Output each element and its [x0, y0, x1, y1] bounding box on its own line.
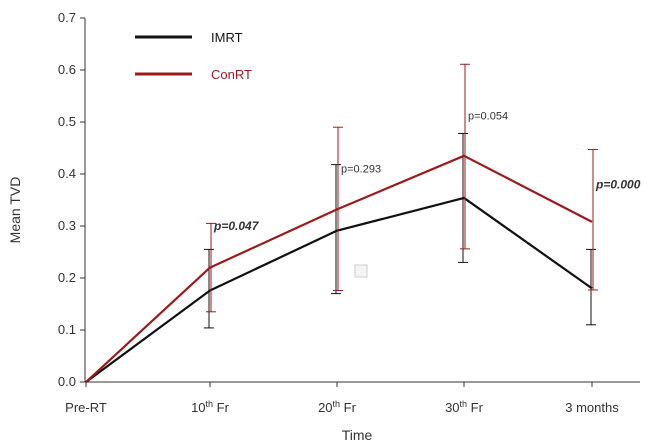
- annotation-layer: p=0.047 p=0.293 p=0.054 p=0.000: [213, 110, 641, 233]
- y-tick-label: 0.1: [58, 322, 76, 337]
- y-axis-title: Mean TVD: [7, 177, 23, 244]
- series-conrt: [85, 63, 598, 383]
- series-layer: [85, 63, 598, 383]
- y-tick-label: 0.3: [58, 218, 76, 233]
- y-tick-label: 0.6: [58, 62, 76, 77]
- x-tick-label: 20th Fr: [318, 399, 357, 415]
- x-tick-label: Pre-RT: [65, 400, 107, 415]
- x-tick-label: 30th Fr: [445, 399, 484, 415]
- legend-label-imrt: IMRT: [211, 30, 243, 45]
- y-tick-label: 0.5: [58, 114, 76, 129]
- small-icon: [354, 264, 368, 278]
- y-ticks: 0.0 0.1 0.2 0.3 0.4 0.5 0.6 0.7: [58, 10, 85, 389]
- x-tick-label: 10th Fr: [191, 399, 230, 415]
- x-ticks: Pre-RT 10th Fr 20th Fr 30th Fr 3 months: [65, 382, 619, 415]
- p-value-label: p=0.054: [468, 110, 508, 122]
- x-axis-title: Time: [342, 427, 373, 443]
- y-tick-label: 0.4: [58, 166, 76, 181]
- axes: 0.0 0.1 0.2 0.3 0.4 0.5 0.6 0.7 Pre-RT 10th Fr 20…: [58, 10, 640, 415]
- series-line-conrt: [85, 154, 593, 383]
- legend-label-conrt: ConRT: [211, 67, 252, 82]
- p-value-label: p=0.000: [595, 178, 641, 192]
- y-tick-label: 0.7: [58, 10, 76, 25]
- y-tick-label: 0.2: [58, 270, 76, 285]
- y-tick-label: 0.0: [58, 374, 76, 389]
- legend: IMRT ConRT: [135, 30, 252, 82]
- series-line-imrt: [85, 196, 593, 383]
- p-value-label: p=0.293: [341, 163, 381, 175]
- p-value-label: p=0.047: [213, 219, 260, 233]
- series-imrt: [85, 132, 596, 383]
- x-tick-label: 3 months: [565, 400, 619, 415]
